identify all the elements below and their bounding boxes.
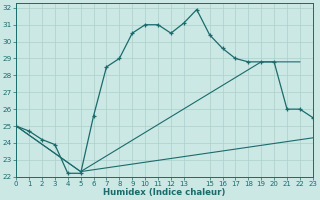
X-axis label: Humidex (Indice chaleur): Humidex (Indice chaleur) [103,188,226,197]
